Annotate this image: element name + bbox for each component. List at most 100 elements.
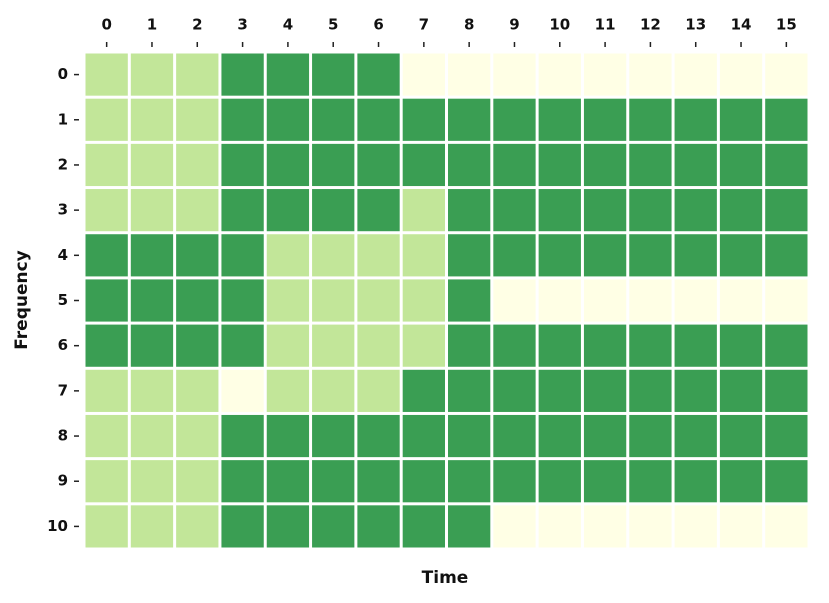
heatmap-cell	[176, 505, 219, 548]
heatmap-cell	[629, 460, 672, 503]
heatmap-cell	[674, 505, 717, 548]
heatmap-cell	[448, 369, 491, 412]
heatmap-cell	[357, 279, 400, 322]
heatmap-cell	[85, 53, 128, 96]
heatmap-cell	[130, 143, 174, 187]
heatmap-cell	[130, 505, 174, 548]
heatmap-cell	[583, 369, 627, 412]
heatmap-cell	[719, 414, 763, 458]
x-tick-label: 6	[373, 16, 383, 34]
heatmap-cell	[538, 98, 581, 141]
y-tick-label: 6	[58, 336, 68, 354]
heatmap-cell	[629, 324, 672, 367]
heatmap-cell	[674, 414, 717, 458]
heatmap-cell	[266, 324, 310, 367]
heatmap-cell	[130, 414, 174, 458]
heatmap-cell	[719, 279, 763, 322]
heatmap-cell	[402, 98, 445, 141]
heatmap-cell	[674, 369, 717, 412]
heatmap-cell	[674, 279, 717, 322]
heatmap-cell	[266, 369, 310, 412]
heatmap-cell	[130, 369, 174, 412]
heatmap-cell	[130, 98, 174, 141]
heatmap-cell	[176, 324, 219, 367]
heatmap-cell	[493, 369, 536, 412]
heatmap-cell	[402, 234, 445, 277]
heatmap-cell	[266, 414, 310, 458]
heatmap-cell	[402, 53, 445, 96]
heatmap-cell	[629, 98, 672, 141]
heatmap-cell	[538, 505, 581, 548]
heatmap-cell	[221, 460, 264, 503]
heatmap-cell	[629, 369, 672, 412]
heatmap-cell	[629, 279, 672, 322]
heatmap-cell	[85, 279, 128, 322]
heatmap-cell	[221, 189, 264, 232]
y-tick-label: 8	[58, 427, 68, 445]
heatmap-cell	[221, 53, 264, 96]
heatmap-cell	[448, 234, 491, 277]
heatmap-cell	[629, 505, 672, 548]
heatmap-cell	[674, 143, 717, 187]
heatmap-cell	[719, 324, 763, 367]
heatmap-cell	[85, 143, 128, 187]
heatmap-cell	[176, 234, 219, 277]
heatmap-cell	[130, 234, 174, 277]
heatmap-cell	[130, 189, 174, 232]
heatmap-cell	[493, 505, 536, 548]
heatmap-cell	[130, 53, 174, 96]
heatmap-cell	[312, 324, 355, 367]
heatmap-cell	[357, 143, 400, 187]
heatmap-cell	[493, 324, 536, 367]
heatmap-cell	[402, 324, 445, 367]
heatmap-cell	[719, 505, 763, 548]
x-tick-label: 13	[685, 16, 706, 34]
heatmap-cell	[357, 53, 400, 96]
heatmap-cell	[583, 460, 627, 503]
heatmap-cell	[221, 279, 264, 322]
heatmap-cell	[719, 98, 763, 141]
heatmap-cell	[674, 189, 717, 232]
heatmap-cell	[357, 460, 400, 503]
heatmap-cell	[312, 234, 355, 277]
heatmap-cell	[312, 143, 355, 187]
heatmap-cell	[583, 189, 627, 232]
heatmap-cell	[312, 369, 355, 412]
y-tick-label: 2	[58, 155, 68, 173]
heatmap-cell	[765, 369, 808, 412]
heatmap-cell	[583, 279, 627, 322]
heatmap-cell	[85, 234, 128, 277]
heatmap-cell	[221, 369, 264, 412]
heatmap-cell	[221, 98, 264, 141]
y-tick-label: 0	[58, 65, 68, 83]
heatmap-cell	[583, 505, 627, 548]
heatmap-cell	[266, 98, 310, 141]
heatmap-cell	[493, 53, 536, 96]
heatmap-cell	[629, 189, 672, 232]
heatmap-cell	[85, 189, 128, 232]
x-tick-label: 1	[147, 16, 157, 34]
heatmap-cell	[312, 53, 355, 96]
heatmap-cell	[448, 414, 491, 458]
heatmap-cell	[765, 189, 808, 232]
heatmap-cell	[312, 98, 355, 141]
heatmap-cell	[176, 53, 219, 96]
heatmap-cell	[493, 414, 536, 458]
heatmap-cell	[448, 53, 491, 96]
heatmap-cell	[176, 414, 219, 458]
heatmap-cell	[765, 324, 808, 367]
heatmap-cell	[221, 414, 264, 458]
heatmap-cell	[538, 460, 581, 503]
x-tick-label: 0	[101, 16, 111, 34]
heatmap-cell	[538, 143, 581, 187]
heatmap-cell	[629, 234, 672, 277]
heatmap-cell	[629, 414, 672, 458]
heatmap-cell	[583, 414, 627, 458]
heatmap-cell	[765, 505, 808, 548]
heatmap-cell	[357, 505, 400, 548]
heatmap-cell	[312, 414, 355, 458]
heatmap-cell	[357, 324, 400, 367]
heatmap-cell	[674, 53, 717, 96]
x-tick-label: 4	[283, 16, 293, 34]
